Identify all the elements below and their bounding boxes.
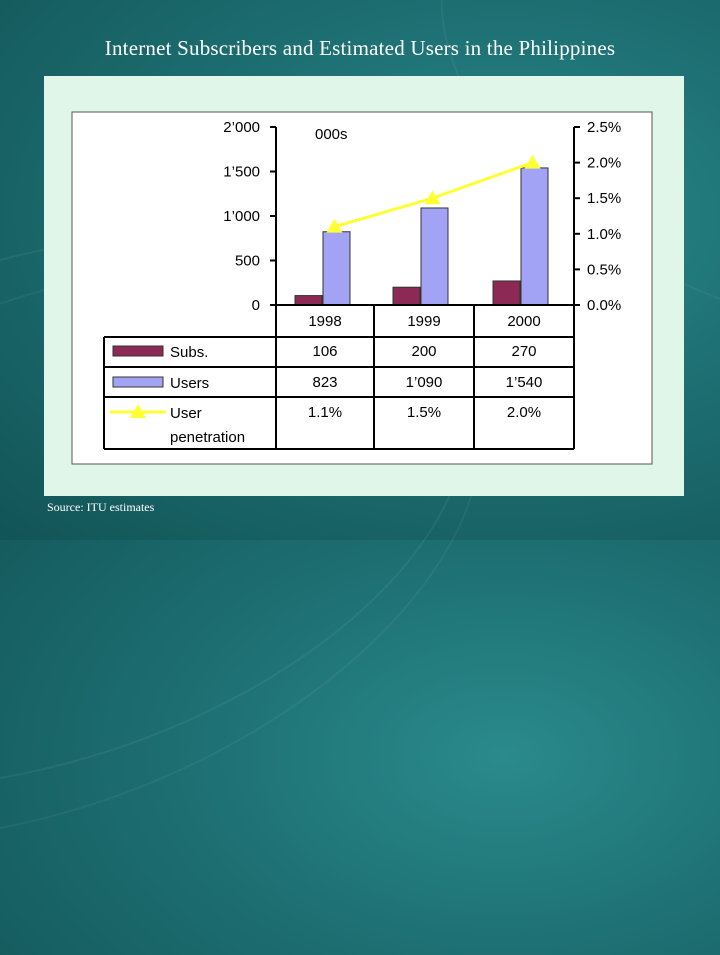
- legend-marker: [130, 404, 146, 418]
- y-tick-label: 1’500: [223, 164, 260, 181]
- source-note: Source: ITU estimates: [47, 500, 155, 514]
- unit-label: 000s: [315, 126, 348, 143]
- x-tick-label: 1998: [308, 313, 341, 330]
- bar-subs: [392, 286, 421, 306]
- slide-title: Internet Subscribers and Estimated Users…: [104, 36, 616, 60]
- y2-tick-label: 1.0%: [587, 226, 621, 243]
- y-tick-label: 0: [252, 297, 260, 314]
- plot-area: 0 500 1’000 1’500 2’000 0.0% 0.5% 1.0% 1.5% 2.0% 2…: [103, 119, 621, 450]
- y2-tick-label: 2.5%: [587, 119, 621, 136]
- legend-label: Subs.: [170, 344, 208, 361]
- data-label: 1’090: [406, 374, 443, 391]
- line-marker: [524, 154, 541, 169]
- bar-users: [520, 167, 549, 306]
- data-label: 200: [411, 343, 436, 360]
- x-tick-label: 2000: [507, 313, 540, 330]
- chart-frame: [71, 111, 653, 465]
- y2-tick-label: 0.5%: [587, 261, 621, 278]
- data-label: 1’540: [506, 374, 543, 391]
- y-tick-label: 1’000: [223, 208, 260, 225]
- data-label: 270: [511, 343, 536, 360]
- bar-users: [322, 231, 351, 306]
- data-label: 1.1%: [308, 404, 342, 421]
- line-marker: [326, 218, 343, 233]
- line-marker: [424, 190, 441, 205]
- legend-swatch: [112, 345, 164, 357]
- x-tick-label: 1999: [407, 313, 440, 330]
- y2-tick-label: 2.0%: [587, 155, 621, 172]
- bar-users: [420, 207, 449, 306]
- y2-tick-label: 0.0%: [587, 297, 621, 314]
- chart: 0 500 1’000 1’500 2’000 0.0% 0.5% 1.0% 1.5% 2.0% 2…: [71, 111, 653, 465]
- legend-label: penetration: [170, 429, 245, 446]
- y-tick-label: 500: [235, 253, 260, 270]
- data-label: 1.5%: [407, 404, 441, 421]
- data-label: 2.0%: [507, 404, 541, 421]
- data-label: 106: [312, 343, 337, 360]
- bar-subs: [294, 295, 323, 306]
- y2-tick-label: 1.5%: [587, 190, 621, 207]
- legend-swatch: [112, 376, 164, 388]
- bar-subs: [492, 280, 521, 306]
- legend-label: User: [170, 405, 202, 422]
- y-tick-label: 2’000: [223, 119, 260, 136]
- legend-label: Users: [170, 375, 209, 392]
- data-label: 823: [312, 374, 337, 391]
